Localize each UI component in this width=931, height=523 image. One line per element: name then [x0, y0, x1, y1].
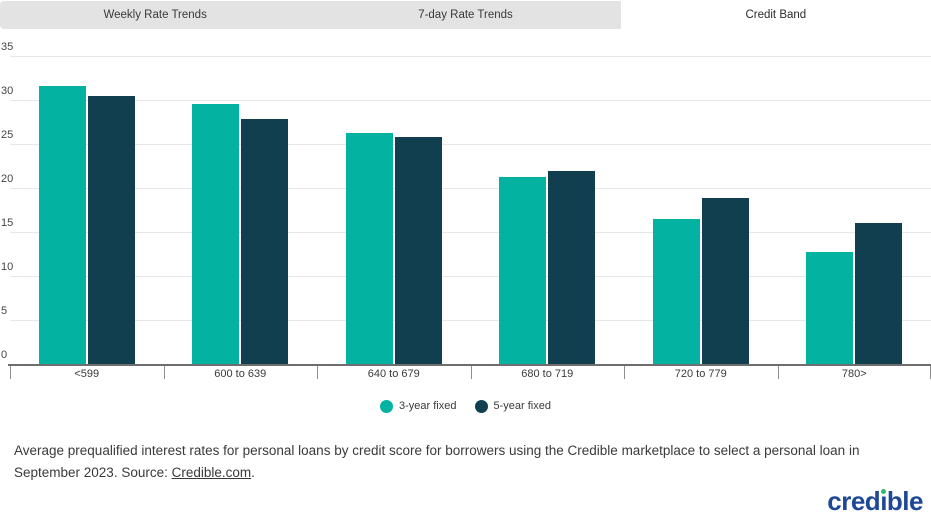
- axis-tick: [317, 366, 318, 379]
- x-axis-label: <599: [74, 368, 100, 380]
- x-axis-label: 720 to 779: [674, 368, 727, 380]
- legend-color-dot: [474, 399, 488, 413]
- legend-color-dot: [380, 399, 394, 413]
- axis-tick: [10, 366, 11, 379]
- x-axis-label: 640 to 679: [367, 368, 420, 380]
- y-axis-label: 5: [1, 305, 8, 317]
- tab-bar: Weekly Rate Trends 7-day Rate Trends Credi…: [0, 1, 931, 29]
- gridline: [10, 56, 931, 57]
- legend-label: 3-year fixed: [399, 400, 457, 412]
- bar-5-year-fixed-3: [394, 136, 442, 364]
- chart-caption: Average prequalified interest rates for …: [14, 440, 919, 484]
- tab-credit-band[interactable]: Credit Band: [620, 1, 931, 29]
- caption-text: September 2023. Source:: [14, 464, 172, 480]
- caption-text: .: [251, 464, 255, 480]
- y-axis-label: 25: [1, 129, 14, 141]
- bar-3-year-fixed-2: [192, 104, 240, 364]
- bar-3-year-fixed-1: [38, 85, 86, 364]
- y-axis-label: 0: [1, 349, 8, 361]
- gridline: [10, 100, 931, 101]
- y-axis-label: 15: [1, 217, 14, 229]
- logo-i-dot: [881, 488, 887, 494]
- gridline: [10, 144, 931, 145]
- legend-item-3-year-fixed: 3-year fixed: [380, 399, 457, 413]
- axis-tick: [470, 366, 472, 379]
- bar-chart: 0 5 10 15 20 25 30 35 <599 600 to 639 640 to 679 68…: [1, 41, 931, 380]
- caption-text: Average prequalified interest rates for …: [14, 442, 860, 458]
- legend: 3-year fixed 5-year fixed: [0, 397, 931, 415]
- bar-3-year-fixed-4: [499, 176, 547, 364]
- axis-tick: [624, 366, 625, 379]
- bar-3-year-fixed-5: [652, 218, 700, 364]
- bar-5-year-fixed-4: [548, 171, 596, 364]
- x-axis-line: [8, 364, 931, 366]
- tab-weekly-rate-trends[interactable]: Weekly Rate Trends: [0, 1, 311, 29]
- gridline: [10, 320, 931, 321]
- gridline: [10, 276, 931, 277]
- y-axis-label: 20: [1, 173, 14, 185]
- bar-5-year-fixed-1: [87, 96, 135, 364]
- y-axis-label: 30: [1, 85, 14, 97]
- y-axis-label: 35: [1, 41, 14, 53]
- gridline: [10, 232, 931, 233]
- x-axis-label: 680 to 719: [521, 368, 574, 380]
- credible-link[interactable]: Credible.com: [171, 464, 252, 480]
- axis-tick: [777, 366, 779, 379]
- bar-5-year-fixed-2: [241, 119, 289, 364]
- x-axis-label: 600 to 639: [214, 368, 267, 380]
- gridline: [10, 188, 931, 189]
- logo-letter-i: ı: [880, 486, 887, 516]
- axis-tick: [163, 366, 165, 379]
- legend-item-5-year-fixed: 5-year fixed: [474, 399, 551, 413]
- bar-5-year-fixed-5: [701, 197, 749, 364]
- x-axis-label: 780>: [841, 368, 867, 380]
- tab-7-day-rate-trends[interactable]: 7-day Rate Trends: [310, 1, 621, 29]
- credible-logo: credı ble: [827, 486, 923, 516]
- bar-3-year-fixed-3: [345, 132, 393, 364]
- bar-5-year-fixed-6: [855, 223, 903, 364]
- bar-3-year-fixed-6: [806, 252, 854, 364]
- y-axis-label: 10: [1, 261, 14, 273]
- legend-label: 5-year fixed: [493, 400, 551, 412]
